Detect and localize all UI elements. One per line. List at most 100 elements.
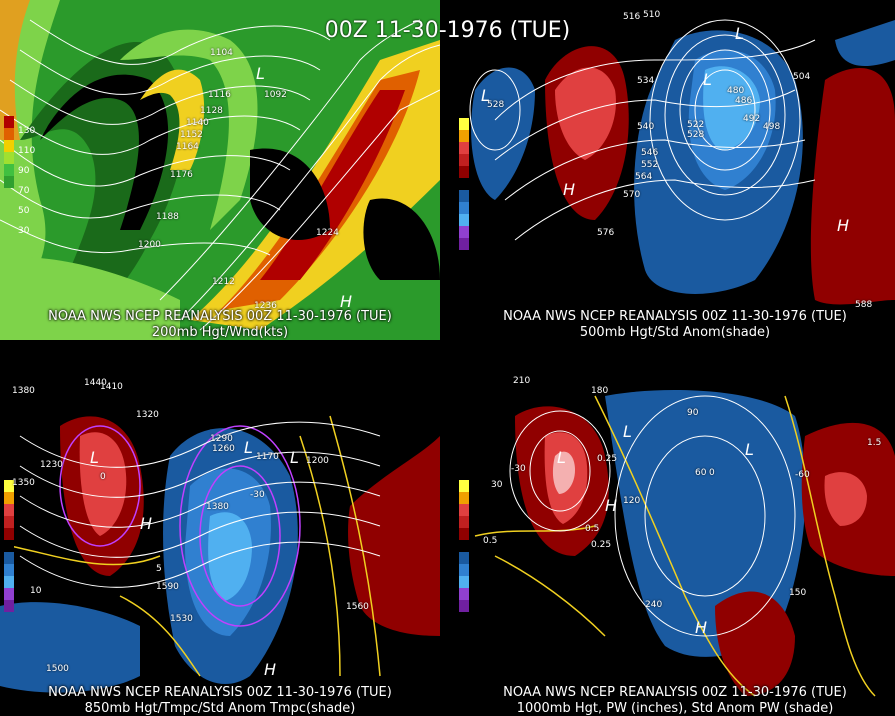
contour-label: 1164	[176, 142, 199, 152]
contour-label: 1380	[206, 502, 229, 512]
contour-label: 1320	[136, 410, 159, 420]
contour-label: 1092	[264, 90, 287, 100]
legend-500mb	[459, 118, 473, 250]
panel-1000mb: 210 180 150 120 90 60 30 0 -30 -60 240 0…	[455, 376, 895, 716]
panel-200mb: 130 110 90 70 50 30 1104 1116 1128 1140 …	[0, 0, 440, 340]
contour-label: 576	[597, 228, 615, 238]
legend-swatch	[459, 552, 469, 564]
high-marker: H	[340, 292, 353, 311]
legend-swatch	[459, 130, 469, 142]
map-1000mb	[455, 376, 895, 716]
caption-line2: 500mb Hgt/Std Anom(shade)	[579, 325, 771, 340]
contour-label: 5	[156, 564, 162, 574]
contour-label: 1230	[40, 460, 63, 470]
map-200mb	[0, 0, 440, 340]
legend-swatch	[459, 588, 469, 600]
contour-label: -60	[795, 470, 810, 480]
contour-label: 1380	[12, 386, 35, 396]
legend-swatch	[4, 480, 14, 492]
contour-label: 510	[643, 10, 661, 20]
legend-swatch	[4, 552, 14, 564]
contour-label: 0.25	[591, 540, 612, 550]
high-marker: H	[264, 660, 277, 679]
high-marker: H	[563, 180, 576, 199]
low-marker: L	[290, 448, 299, 467]
contour-label: 480	[727, 86, 745, 96]
contour-label: 1260	[212, 444, 235, 454]
contour-label: 1.5	[867, 438, 882, 448]
legend-tick: 70	[18, 186, 30, 196]
legend-swatch	[459, 190, 469, 202]
legend-swatch	[4, 116, 14, 128]
low-marker: L	[256, 64, 265, 83]
contour-label: 1530	[170, 614, 193, 624]
legend-swatch	[4, 600, 14, 612]
contour-label: 1212	[212, 277, 235, 287]
legend-swatch	[459, 226, 469, 238]
contour-label: 120	[623, 496, 641, 506]
contour-label: 528	[487, 100, 505, 110]
contour-label: -30	[250, 490, 265, 500]
contour-label: 504	[793, 72, 811, 82]
legend-swatch	[459, 504, 469, 516]
legend-tick: 30	[18, 226, 30, 236]
contour-label: 180	[591, 386, 609, 396]
legend-1000mb	[459, 480, 473, 612]
contour-label: 486	[735, 96, 753, 106]
caption-line1: NOAA NWS NCEP REANALYSIS 00Z 11-30-1976 …	[503, 685, 847, 700]
contour-label: 552	[641, 160, 659, 170]
contour-label: 0	[709, 468, 715, 478]
legend-swatch	[4, 128, 14, 140]
contour-label: 90	[687, 408, 699, 418]
legend-tick: 50	[18, 206, 30, 216]
legend-swatch	[459, 540, 469, 552]
legend-swatch	[4, 540, 14, 552]
high-marker: H	[695, 618, 708, 637]
contour-label: 1590	[156, 582, 179, 592]
caption-line1: NOAA NWS NCEP REANALYSIS 00Z 11-30-1976 …	[503, 309, 847, 324]
main-title: 00Z 11-30-1976 (TUE)	[324, 18, 571, 43]
contour-label: 210	[513, 376, 531, 386]
caption-line1: NOAA NWS NCEP REANALYSIS 00Z 11-30-1976 …	[48, 685, 392, 700]
low-marker: L	[735, 24, 744, 43]
contour-label: 1350	[12, 478, 35, 488]
caption-line2: 1000mb Hgt, PW (inches), Std Anom PW (sh…	[516, 701, 834, 716]
legend-swatch	[459, 154, 469, 166]
contour-label: 1560	[346, 602, 369, 612]
high-marker: H	[837, 216, 850, 235]
legend-swatch	[4, 564, 14, 576]
contour-label: 0.25	[597, 454, 618, 464]
legend-swatch	[459, 142, 469, 154]
contour-label: 0	[100, 472, 106, 482]
high-marker: H	[605, 496, 618, 515]
caption-line2: 200mb Hgt/Wnd(kts)	[151, 325, 289, 340]
contour-label: 498	[763, 122, 781, 132]
legend-swatch	[459, 178, 469, 190]
legend-swatch	[459, 528, 469, 540]
legend-swatch	[4, 588, 14, 600]
caption-line1: NOAA NWS NCEP REANALYSIS 00Z 11-30-1976 …	[48, 309, 392, 324]
legend-tick: 110	[18, 146, 36, 156]
contour-label: 528	[687, 130, 705, 140]
contour-label: 492	[743, 114, 761, 124]
legend-swatch	[459, 564, 469, 576]
map-850mb	[0, 376, 440, 716]
legend-swatch	[459, 492, 469, 504]
contour-label: 1176	[170, 170, 193, 180]
legend-swatch	[4, 504, 14, 516]
legend-swatch	[4, 152, 14, 164]
contour-label: 570	[623, 190, 641, 200]
legend-swatch	[4, 140, 14, 152]
contour-label: 0.5	[585, 524, 600, 534]
contour-label: -30	[511, 464, 526, 474]
low-marker: L	[481, 86, 490, 105]
low-marker: L	[90, 448, 99, 467]
low-marker: L	[703, 70, 712, 89]
legend-swatch	[459, 214, 469, 226]
contour-label: 1188	[156, 212, 179, 222]
contour-label: 1152	[180, 130, 203, 140]
low-marker: L	[623, 422, 632, 441]
contour-label: 534	[637, 76, 655, 86]
legend-swatch	[4, 516, 14, 528]
legend-tick: 90	[18, 166, 30, 176]
